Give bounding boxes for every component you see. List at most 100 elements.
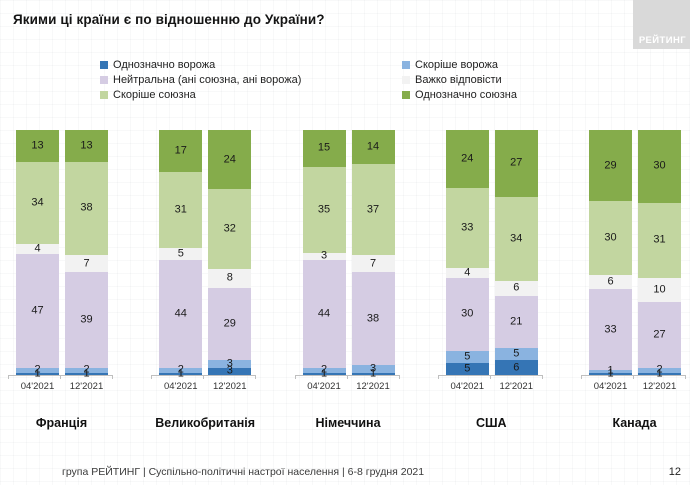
- segment-value-label: 32: [223, 222, 236, 235]
- segment-value-label: 2: [177, 363, 184, 376]
- tick-mark: [581, 376, 582, 379]
- tick-mark: [489, 376, 491, 379]
- segment-value-label: 6: [513, 281, 520, 294]
- segment-value-label: 3: [320, 249, 328, 262]
- segment-hard_to_say: 8: [208, 268, 252, 289]
- country-group-4: 1 1 33 6 30 29 1 2 27 10 31 30 04'2021 12'2021 Канада: [581, 130, 686, 430]
- wave-labels-0: 04'2021 12'2021: [8, 381, 113, 392]
- segment-rather_hostile: 2: [65, 363, 108, 376]
- segment-rather_allied: 34: [16, 161, 59, 245]
- wave-labels-4: 04'2021 12'2021: [581, 381, 686, 392]
- rating-logo-text: РЕЙТИНГ: [638, 35, 686, 46]
- legend-label-definitely_hostile: Однозначно ворожа: [113, 58, 216, 71]
- segment-hard_to_say: 5: [159, 247, 203, 260]
- legend-label-hard_to_say: Важко відповісти: [415, 73, 502, 86]
- wave-label: 12'2021: [69, 381, 104, 392]
- legend-label-rather_allied: Скоріше союзна: [113, 88, 196, 101]
- axis-ticks-0: [8, 376, 113, 379]
- segment-value-label: 1: [369, 367, 377, 380]
- segment-rather_hostile: 3: [351, 362, 395, 375]
- legend-swatch-definitely_allied: [402, 90, 410, 99]
- tick-mark: [685, 376, 686, 379]
- segment-definitely_allied: 13: [16, 130, 59, 162]
- axis-ticks-2: [294, 376, 400, 379]
- segment-definitely_hostile: 1: [638, 368, 681, 379]
- segment-neutral: 44: [302, 259, 346, 368]
- segment-definitely_allied: 15: [302, 130, 346, 167]
- segment-value-label: 35: [317, 203, 331, 216]
- stacked-bar-1-1: 3 3 29 8 32 24: [208, 130, 252, 377]
- segment-value-label: 31: [174, 203, 187, 216]
- legend-swatch-rather_allied: [100, 90, 108, 99]
- segment-neutral: 38: [351, 272, 395, 366]
- segment-value-label: 21: [510, 315, 523, 328]
- segment-hard_to_say: 4: [445, 266, 489, 279]
- legend-item-definitely_hostile: Однозначно ворожа: [100, 57, 301, 72]
- segment-rather_hostile: 2: [302, 364, 346, 375]
- segment-value-label: 2: [83, 363, 90, 376]
- segment-rather_allied: 35: [302, 166, 346, 253]
- segment-hard_to_say: 6: [589, 274, 632, 290]
- tick-mark: [255, 376, 257, 379]
- axis-ticks-4: [581, 376, 686, 379]
- segment-rather_allied: 34: [494, 196, 538, 281]
- segment-value-label: 27: [653, 328, 666, 341]
- wave-label: 04'2021: [450, 381, 484, 392]
- segment-rather_hostile: 5: [494, 347, 538, 361]
- legend-swatch-hard_to_say: [402, 75, 410, 84]
- legend-item-rather_hostile: Скоріше ворожа: [402, 57, 517, 72]
- axis-ticks-3: [437, 376, 543, 379]
- segment-value-label: 1: [656, 367, 663, 380]
- segment-value-label: 33: [461, 221, 474, 234]
- segment-value-label: 3: [226, 364, 233, 377]
- segment-value-label: 3: [369, 362, 377, 375]
- legend-item-rather_allied: Скоріше союзна: [100, 87, 301, 102]
- segment-value-label: 6: [513, 361, 520, 374]
- legend-column-left: Однозначно ворожа Нейтральна (ані союзна,…: [100, 57, 301, 102]
- tick-mark: [437, 376, 439, 379]
- segment-rather_hostile: 1: [589, 365, 632, 376]
- segment-neutral: 29: [208, 288, 252, 361]
- segment-definitely_allied: 17: [159, 130, 203, 172]
- segment-value-label: 38: [366, 312, 380, 325]
- page-number: 12: [668, 466, 681, 478]
- segment-neutral: 21: [494, 295, 538, 348]
- wave-label: 04'2021: [163, 381, 198, 392]
- segment-value-label: 2: [34, 363, 41, 376]
- segment-definitely_allied: 24: [445, 130, 489, 189]
- segment-definitely_hostile: 3: [208, 364, 252, 377]
- segment-value-label: 30: [653, 159, 666, 172]
- segment-value-label: 7: [369, 257, 377, 270]
- wave-label: 04'2021: [307, 381, 341, 392]
- chart-legend: Однозначно ворожа Нейтральна (ані союзна,…: [0, 57, 690, 105]
- segment-hard_to_say: 6: [494, 280, 538, 296]
- segment-value-label: 5: [464, 350, 471, 363]
- tick-mark: [8, 376, 9, 379]
- segment-value-label: 1: [83, 367, 90, 380]
- wave-labels-1: 04'2021 12'2021: [151, 381, 256, 392]
- segment-value-label: 3: [226, 357, 233, 370]
- country-group-0: 1 2 47 4 34 13 1 2 39 7 38 13 04'2021 12'2021 Франція: [8, 130, 113, 430]
- country-group-2: 1 2 44 3 35 15 1 3 38 7 37 14 04'2021 12'2021 Німеччин…: [294, 130, 400, 430]
- chart: 1 2 47 4 34 13 1 2 39 7 38 13 04'2021 12'2021 Франція 1…: [0, 130, 690, 430]
- stacked-bar-3-1: 6 5 21 6 34 27: [494, 130, 538, 375]
- segment-neutral: 39: [65, 272, 108, 368]
- plot-area-1: 1 2 44 5 31 17 3 3 29 8 32 24: [151, 130, 257, 379]
- segment-value-label: 47: [31, 304, 44, 317]
- segment-definitely_allied: 29: [589, 130, 632, 202]
- legend-swatch-rather_hostile: [402, 60, 410, 69]
- tick-mark: [346, 376, 348, 379]
- segment-value-label: 29: [223, 317, 236, 330]
- segment-value-label: 33: [604, 323, 617, 336]
- segment-definitely_hostile: 1: [159, 368, 203, 379]
- tick-mark: [203, 376, 205, 379]
- segment-rather_hostile: 3: [208, 357, 252, 370]
- segment-definitely_hostile: 1: [65, 368, 108, 379]
- segment-definitely_hostile: 6: [494, 360, 538, 375]
- segment-value-label: 38: [80, 201, 93, 214]
- segment-value-label: 37: [366, 203, 380, 216]
- segment-value-label: 5: [177, 247, 184, 260]
- segment-value-label: 1: [607, 364, 614, 377]
- segment-value-label: 4: [464, 266, 471, 279]
